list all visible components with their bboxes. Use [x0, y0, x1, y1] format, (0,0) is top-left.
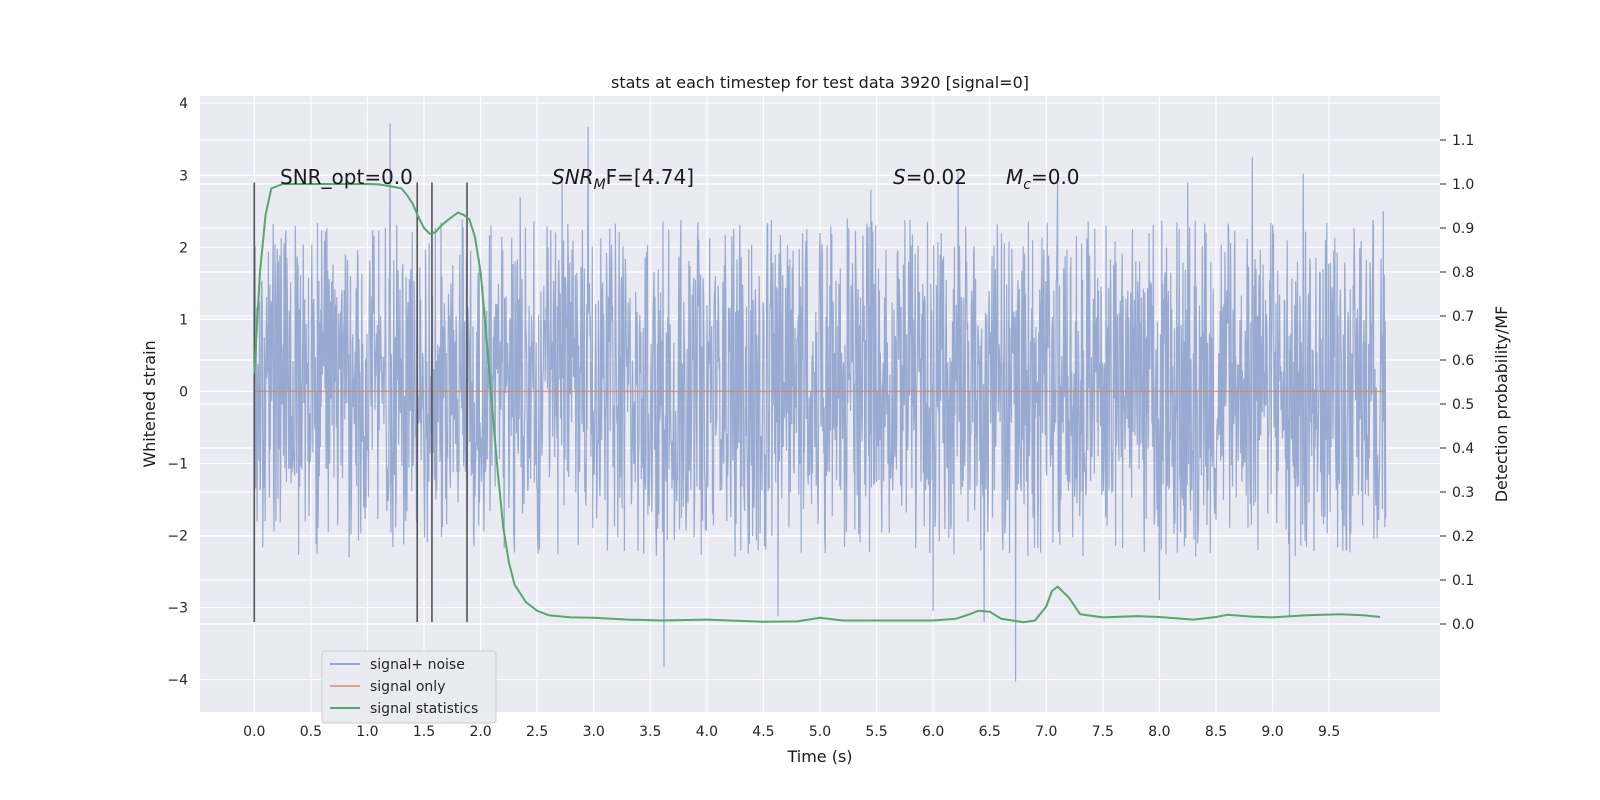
s-value: =0.02 — [906, 165, 967, 189]
x-tick-label: 4.0 — [696, 724, 718, 740]
right-y-tick-label: 0.2 — [1452, 529, 1474, 545]
s-variable: S — [893, 165, 906, 189]
mc-subscript: c — [1023, 177, 1031, 193]
left-y-tick-label: −3 — [167, 601, 188, 617]
left-y-tick-label: −4 — [167, 673, 188, 689]
signal-statistics-series — [253, 183, 1381, 624]
x-tick-label: 2.0 — [469, 724, 491, 740]
x-tick-label: 6.0 — [922, 724, 944, 740]
left-y-tick-label: 3 — [179, 168, 188, 184]
legend-label-stats: signal statistics — [370, 701, 478, 717]
left-y-axis-ticks: −4 −3 −2 −1 0 1 2 3 4 — [167, 96, 188, 688]
left-y-tick-label: 4 — [179, 96, 188, 112]
signal-noise-line — [253, 123, 1387, 682]
right-y-tick-label: 0.1 — [1452, 573, 1474, 589]
left-y-tick-label: −1 — [167, 456, 188, 472]
snr-mf-suffix: F=[4.74] — [606, 165, 694, 189]
snr-mf-annotation: SNRMF=[4.74] — [552, 165, 694, 193]
x-axis-label: Time (s) — [786, 747, 852, 766]
right-y-tick-label: 0.6 — [1452, 353, 1474, 369]
x-tick-label: 1.5 — [413, 724, 435, 740]
x-tick-label: 9.5 — [1318, 724, 1340, 740]
legend: signal+ noise signal only signal statist… — [321, 650, 497, 724]
mc-value: =0.0 — [1031, 165, 1080, 189]
right-y-tick-label: 0.8 — [1452, 265, 1474, 281]
x-tick-label: 4.5 — [752, 724, 774, 740]
right-y-axis-label: Detection probability/MF — [1492, 306, 1511, 503]
right-y-tick-label: 0.3 — [1452, 485, 1474, 501]
snr-mf-subscript: M — [594, 177, 606, 193]
left-y-tick-label: 2 — [179, 240, 188, 256]
signal-statistics-line — [253, 183, 1381, 624]
vertical-markers — [253, 182, 468, 622]
right-y-axis-ticks: 0.0 0.1 0.2 0.3 0.4 0.5 0.6 0.7 0.8 0.9 1.0 1.1 — [1440, 133, 1474, 633]
left-y-tick-label: 1 — [179, 312, 188, 328]
right-y-tick-label: 0.9 — [1452, 221, 1474, 237]
x-tick-label: 0.0 — [243, 724, 265, 740]
x-axis-ticks: 0.0 0.5 1.0 1.5 2.0 2.5 3.0 3.5 4.0 4.5 5.0 5.5 6.0 6… — [243, 724, 1340, 740]
snr-mf-prefix: SNR — [552, 165, 594, 189]
legend-label-noise: signal+ noise — [370, 657, 465, 673]
right-y-tick-label: 0.0 — [1452, 617, 1474, 633]
x-tick-label: 9.0 — [1261, 724, 1283, 740]
x-tick-label: 7.5 — [1092, 724, 1114, 740]
legend-label-signal: signal only — [370, 679, 445, 695]
right-y-tick-label: 0.7 — [1452, 309, 1474, 325]
right-y-tick-label: 0.5 — [1452, 397, 1474, 413]
left-y-tick-label: −2 — [167, 528, 188, 544]
s-annotation: S=0.02 — [893, 165, 967, 189]
x-tick-label: 5.5 — [865, 724, 887, 740]
right-y-tick-label: 0.4 — [1452, 441, 1474, 457]
x-tick-label: 5.0 — [809, 724, 831, 740]
chart-title: stats at each timestep for test data 392… — [611, 73, 1029, 92]
right-y-tick-label: 1.1 — [1452, 133, 1474, 149]
signal-noise-series — [253, 123, 1387, 682]
mc-variable: M — [1006, 165, 1023, 189]
x-tick-label: 8.0 — [1148, 724, 1170, 740]
x-tick-label: 8.5 — [1205, 724, 1227, 740]
x-tick-label: 1.0 — [356, 724, 378, 740]
x-tick-label: 3.0 — [583, 724, 605, 740]
x-tick-label: 7.0 — [1035, 724, 1057, 740]
x-tick-label: 3.5 — [639, 724, 661, 740]
x-tick-label: 2.5 — [526, 724, 548, 740]
legend-box — [321, 650, 497, 724]
left-y-axis-label: Whitened strain — [140, 340, 159, 467]
x-tick-label: 6.5 — [979, 724, 1001, 740]
right-y-tick-label: 1.0 — [1452, 177, 1474, 193]
left-y-tick-label: 0 — [179, 384, 188, 400]
snr-opt-annotation: SNR_opt=0.0 — [280, 165, 413, 189]
x-tick-label: 0.5 — [300, 724, 322, 740]
mc-annotation: Mc=0.0 — [1006, 165, 1080, 193]
